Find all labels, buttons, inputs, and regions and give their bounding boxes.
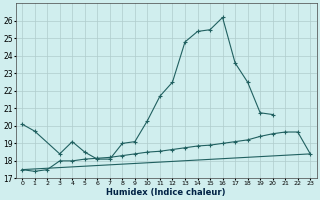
X-axis label: Humidex (Indice chaleur): Humidex (Indice chaleur)	[107, 188, 226, 197]
